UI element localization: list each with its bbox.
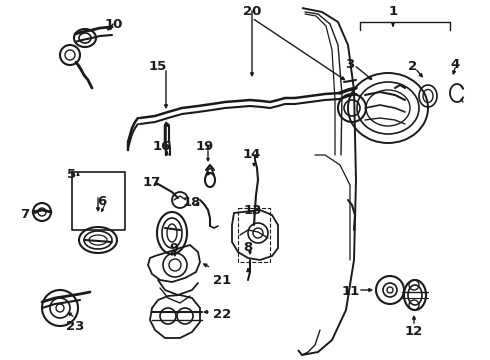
Text: 12: 12 xyxy=(405,325,423,338)
Text: 1: 1 xyxy=(389,5,397,18)
Text: 20: 20 xyxy=(243,5,261,18)
Text: 21: 21 xyxy=(213,274,231,287)
Text: 10: 10 xyxy=(105,18,123,31)
Text: 16: 16 xyxy=(153,140,171,153)
Text: 15: 15 xyxy=(149,60,167,73)
Text: 19: 19 xyxy=(196,140,214,153)
Text: 13: 13 xyxy=(244,204,262,217)
Text: 17: 17 xyxy=(143,176,161,189)
Text: 9: 9 xyxy=(170,242,178,255)
Text: 5: 5 xyxy=(68,168,76,181)
Text: 8: 8 xyxy=(244,241,253,254)
Text: 3: 3 xyxy=(345,58,355,71)
Text: 2: 2 xyxy=(409,60,417,73)
Text: 18: 18 xyxy=(183,196,201,209)
Text: 23: 23 xyxy=(66,320,84,333)
Text: 4: 4 xyxy=(450,58,460,71)
Text: 7: 7 xyxy=(21,208,29,221)
Text: 22: 22 xyxy=(213,308,231,321)
Text: 11: 11 xyxy=(342,285,360,298)
Text: 14: 14 xyxy=(243,148,261,161)
Text: 6: 6 xyxy=(98,195,107,208)
